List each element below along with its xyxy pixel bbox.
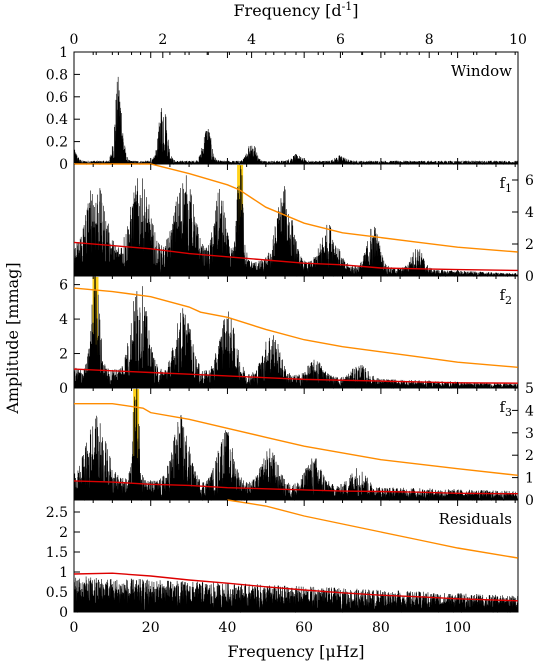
x-tick-label: 60 xyxy=(295,620,313,636)
panel-label: Window xyxy=(451,62,512,80)
panel-label: Residuals xyxy=(439,510,512,528)
spectrum-trace xyxy=(73,275,519,390)
top-axis-title-text: Frequency [d xyxy=(233,1,341,20)
y-tick-label: 2 xyxy=(59,525,68,541)
noise-curve xyxy=(73,241,518,272)
x-tick-label: 100 xyxy=(444,620,471,636)
x-axis-top: 0 2 4 6 8 10 xyxy=(70,32,527,58)
top-axis-title-sup: -1 xyxy=(342,0,353,13)
top-axis-title: Frequency [d-1] xyxy=(233,0,358,20)
y-tick-label-right: 0 xyxy=(525,493,534,509)
y-tick-label: 6 xyxy=(59,278,68,294)
spectrum-trace xyxy=(73,76,519,166)
threshold-curve xyxy=(74,402,518,477)
y-tick-label-right: 4 xyxy=(525,403,534,419)
threshold-curve xyxy=(227,499,518,559)
x-tick-label: 40 xyxy=(219,620,237,636)
spectrum-trace xyxy=(73,387,519,502)
y-tick-label: 0.8 xyxy=(46,67,68,83)
spectrum-trace xyxy=(73,165,519,278)
panel-label-main: f xyxy=(499,286,506,304)
y-tick-label-right: 6 xyxy=(525,173,534,189)
panel-label: f1 xyxy=(499,174,512,195)
y-tick-label: 2.5 xyxy=(46,505,68,521)
y-tick-label: 1 xyxy=(59,565,68,581)
svg-text:Frequency [d-1]: Frequency [d-1] xyxy=(233,0,358,20)
panel-label-main: f xyxy=(499,174,506,192)
y-tick-label-right: 3 xyxy=(525,426,534,442)
top-tick-label: 2 xyxy=(158,32,167,48)
noise-curve xyxy=(73,572,518,602)
panel-label: f3 xyxy=(499,398,512,419)
panel-label: f2 xyxy=(499,286,512,307)
y-tick-label: 1.5 xyxy=(46,545,68,561)
panel-label-main: Window xyxy=(451,62,512,80)
top-tick-label: 10 xyxy=(509,32,527,48)
panel-f1: 0 2 4 6 f1 xyxy=(73,163,534,285)
panel-window: 0 0.2 0.4 0.6 0.8 1 Window xyxy=(46,45,519,173)
y-tick-label: 0.4 xyxy=(46,112,68,128)
y-tick-label-right: 4 xyxy=(525,205,534,221)
panel-label-sub: 1 xyxy=(505,182,512,195)
y-axis-title: Amplitude [mmag] xyxy=(3,262,22,414)
x-axis-title: Frequency [μHz] xyxy=(228,642,365,661)
panel-label-main: Residuals xyxy=(439,510,512,528)
panel-label-main: f xyxy=(499,398,506,416)
noise-curve xyxy=(73,480,518,495)
top-axis-title-close: ] xyxy=(352,1,358,20)
y-tick-label: 0 xyxy=(59,605,68,621)
panel-label-sub: 2 xyxy=(505,294,512,307)
y-tick-label-right: 1 xyxy=(525,471,534,487)
top-tick-label: 4 xyxy=(247,32,256,48)
top-tick-label: 8 xyxy=(425,32,434,48)
y-tick-label: 4 xyxy=(59,312,68,328)
y-tick-label-right: 2 xyxy=(525,237,534,253)
y-tick-label: 0.5 xyxy=(46,585,68,601)
y-tick-label-right: 5 xyxy=(525,381,534,397)
y-tick-label: 1 xyxy=(59,45,68,61)
top-tick-label: 0 xyxy=(70,32,79,48)
spectrum-trace xyxy=(73,576,519,614)
top-tick-label: 6 xyxy=(336,32,345,48)
panel-residuals: 0 0.5 1 1.5 2 2.5 Residuals xyxy=(46,499,519,621)
y-tick-label-right: 2 xyxy=(525,448,534,464)
y-tick-label: 2 xyxy=(59,347,68,363)
y-tick-label-right: 0 xyxy=(525,269,534,285)
x-tick-label: 20 xyxy=(142,620,160,636)
threshold-curve xyxy=(73,287,518,369)
y-tick-label: 0 xyxy=(59,381,68,397)
y-tick-label: 0.2 xyxy=(46,135,68,151)
panels-layer: 00.20.40.60.81Window0246f10246f2012345f3… xyxy=(46,32,534,636)
y-tick-label: 0 xyxy=(59,157,68,173)
x-axis-bottom: 0 20 40 60 80 100 xyxy=(70,620,471,636)
panel-label-sub: 3 xyxy=(505,406,512,419)
y-tick-label: 0.6 xyxy=(46,90,68,106)
noise-curve xyxy=(73,368,518,384)
x-tick-label: 0 xyxy=(70,620,79,636)
x-tick-label: 80 xyxy=(372,620,390,636)
